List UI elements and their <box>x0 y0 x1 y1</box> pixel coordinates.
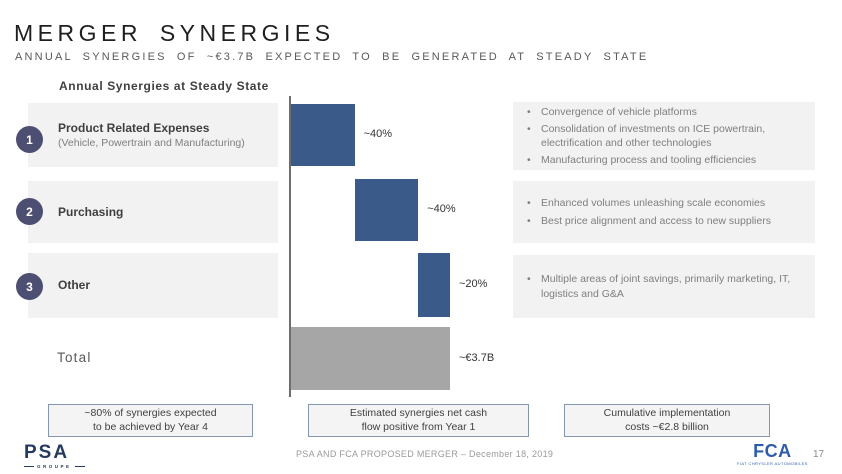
callout-line: Cumulative implementation <box>603 406 731 419</box>
bullet-item: Manufacturing process and tooling effici… <box>527 153 803 167</box>
psa-logo-text: PSA <box>24 442 70 463</box>
number-badge-1: 1 <box>16 126 43 153</box>
bullet-item: Convergence of vehicle platforms <box>527 105 803 119</box>
footer-caption: PSA AND FCA PROPOSED MERGER – December 1… <box>296 449 554 459</box>
page-subtitle: ANNUAL SYNERGIES OF ~€3.7B EXPECTED TO B… <box>15 51 649 63</box>
waterfall-chart: ~40% ~40% ~20% ~€3.7B <box>289 96 529 397</box>
category-title: Product Related Expenses <box>58 120 210 135</box>
bar-value-label: ~40% <box>427 203 456 215</box>
logo-rule-left <box>24 466 34 467</box>
fca-logo-subtext: FIAT CHRYSLER AUTOMOBILES <box>737 461 808 466</box>
callout-line: ~80% of synergies expected <box>84 406 217 419</box>
bullet-item: Enhanced volumes unleashing scale econom… <box>527 196 803 210</box>
bullets-panel-purchasing: Enhanced volumes unleashing scale econom… <box>513 181 815 243</box>
psa-logo-subtext: GROUPE <box>37 464 72 469</box>
psa-logo: PSA GROUPE <box>24 443 85 469</box>
total-row-label: Total <box>57 350 92 365</box>
chart-axis-line <box>289 96 291 397</box>
category-title: Other <box>58 278 91 293</box>
callout-line: costs ~€2.8 billion <box>625 420 709 433</box>
callout-line: flow positive from Year 1 <box>361 420 476 433</box>
category-title: Purchasing <box>58 204 124 219</box>
bar-total <box>291 327 450 390</box>
category-subtitle: (Vehicle, Powertrain and Manufacturing) <box>58 137 245 149</box>
callout-net-cash-flow: Estimated synergies net cash flow positi… <box>308 404 529 437</box>
bullet-item: Consolidation of investments on ICE powe… <box>527 122 803 150</box>
bar-value-label: ~40% <box>363 128 393 140</box>
page-title: MERGER SYNERGIES <box>14 20 335 46</box>
bar-value-label: ~€3.7B <box>459 351 495 364</box>
bullet-item: Best price alignment and access to new s… <box>527 214 803 228</box>
bar-other <box>418 253 450 317</box>
callout-synergies-year4: ~80% of synergies expected to be achieve… <box>48 404 253 437</box>
callout-line: Estimated synergies net cash <box>349 406 488 419</box>
bar-purchasing <box>354 179 419 241</box>
bar-value-label: ~20% <box>459 278 488 290</box>
bullets-panel-other: Multiple areas of joint savings, primari… <box>513 255 815 318</box>
callout-implementation-costs: Cumulative implementation costs ~€2.8 bi… <box>564 404 770 437</box>
psa-logo-subtext-row: GROUPE <box>24 464 85 469</box>
category-panel-other: Other <box>28 253 278 318</box>
category-panel-purchasing: Purchasing <box>28 181 278 243</box>
category-panel-product-expenses: Product Related Expenses (Vehicle, Power… <box>28 103 278 167</box>
page-number: 17 <box>813 449 825 460</box>
logo-rule-right <box>74 466 85 467</box>
bar-product-expenses <box>291 104 355 166</box>
number-badge-3: 3 <box>16 273 43 300</box>
chart-heading: Annual Synergies at Steady State <box>59 79 269 93</box>
number-badge-2: 2 <box>16 198 43 225</box>
fca-logo-text: FCA <box>753 441 792 461</box>
fca-logo: FCA FIAT CHRYSLER AUTOMOBILES <box>737 442 808 466</box>
bullet-item: Multiple areas of joint savings, primari… <box>527 272 803 300</box>
callout-line: to be achieved by Year 4 <box>92 420 208 433</box>
bullets-panel-product-expenses: Convergence of vehicle platforms Consoli… <box>513 102 815 170</box>
